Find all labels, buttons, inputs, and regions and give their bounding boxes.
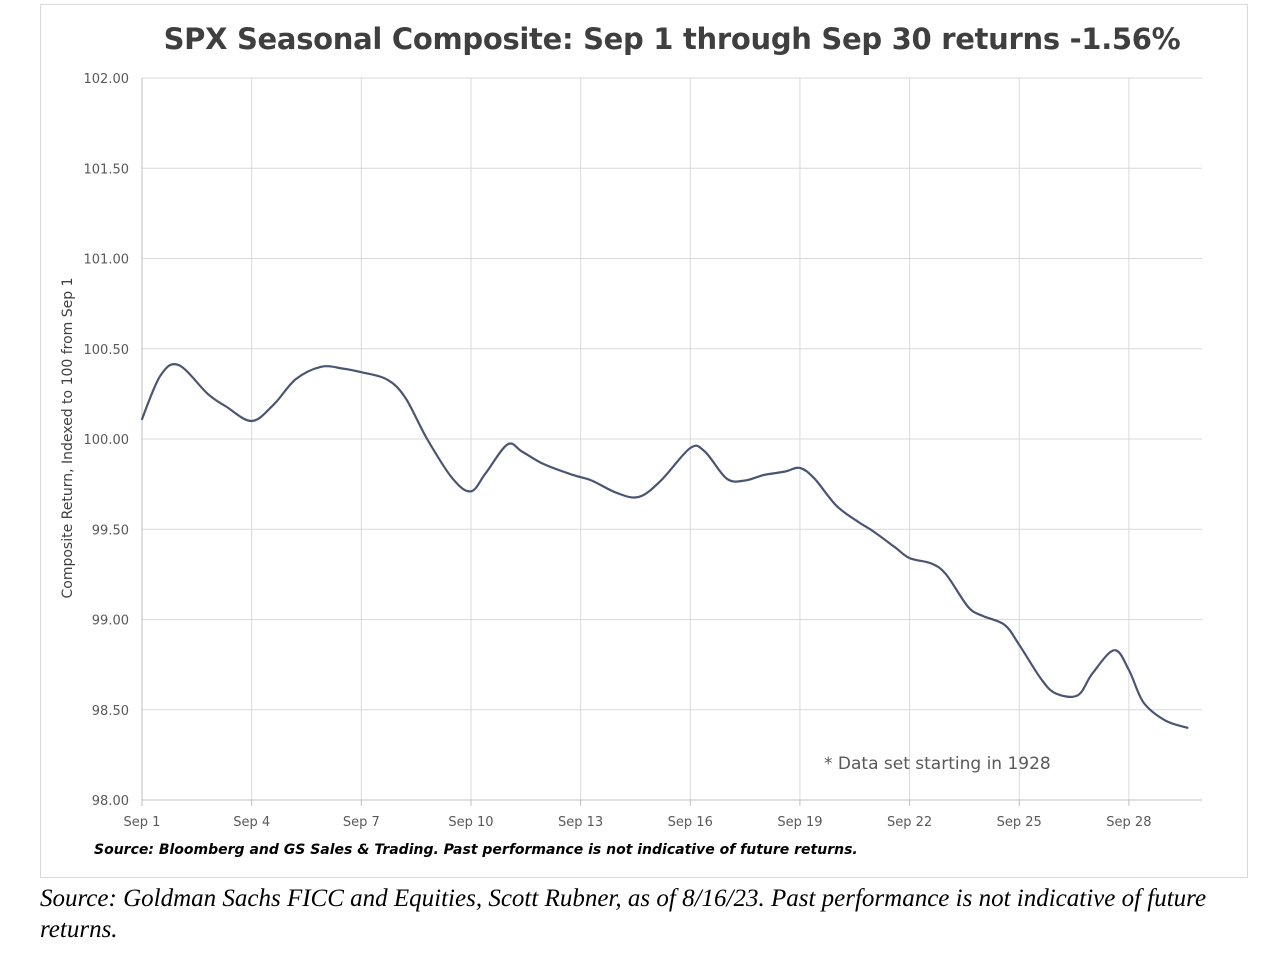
x-tick-label: Sep 22 — [887, 815, 932, 830]
chart-title: SPX Seasonal Composite: Sep 1 through Se… — [163, 22, 1181, 56]
x-tick-label: Sep 7 — [343, 815, 380, 830]
chart-plot: 102.00 101.50 101.00 100.50 100.00 99.50 99.00… — [84, 72, 1202, 830]
y-tick-label: 98.00 — [92, 794, 129, 809]
y-tick-label: 100.50 — [84, 343, 130, 358]
y-tick-label: 100.00 — [84, 433, 130, 448]
x-tick-label: Sep 13 — [558, 815, 603, 830]
series-group — [140, 363, 1189, 729]
y-tick-label: 102.00 — [84, 72, 130, 87]
data-annotation: * Data set starting in 1928 — [824, 754, 1051, 774]
x-tick-label: Sep 1 — [124, 815, 161, 830]
x-tick-label: Sep 4 — [233, 815, 270, 830]
series-line-0 — [140, 363, 1189, 729]
y-tick-label: 99.00 — [92, 614, 129, 629]
y-axis-label: Composite Return, Indexed to 100 from Se… — [60, 277, 76, 599]
y-tick-label: 101.00 — [84, 253, 130, 268]
x-tick-label: Sep 19 — [777, 815, 822, 830]
x-tick-label: Sep 28 — [1106, 815, 1151, 830]
chart-source-note: Source: Bloomberg and GS Sales & Trading… — [94, 842, 858, 858]
axes — [141, 78, 1202, 806]
chart-frame — [40, 4, 1248, 878]
x-tick-label: Sep 16 — [668, 815, 713, 830]
y-tick-labels: 102.00 101.50 101.00 100.50 100.00 99.50 99.00… — [84, 72, 130, 809]
figure-caption: Source: Goldman Sachs FICC and Equities,… — [40, 885, 1207, 943]
x-tick-label: Sep 25 — [997, 815, 1042, 830]
y-tick-label: 101.50 — [84, 162, 130, 177]
x-tick-label: Sep 10 — [448, 815, 493, 830]
y-tick-label: 98.50 — [92, 704, 129, 719]
x-tick-labels: Sep 1 Sep 4 Sep 7 Sep 10 Sep 13 Sep 16 Sep 19 S… — [124, 815, 1152, 830]
y-tick-label: 99.50 — [92, 523, 129, 538]
horizontal-gridlines — [142, 77, 1202, 801]
